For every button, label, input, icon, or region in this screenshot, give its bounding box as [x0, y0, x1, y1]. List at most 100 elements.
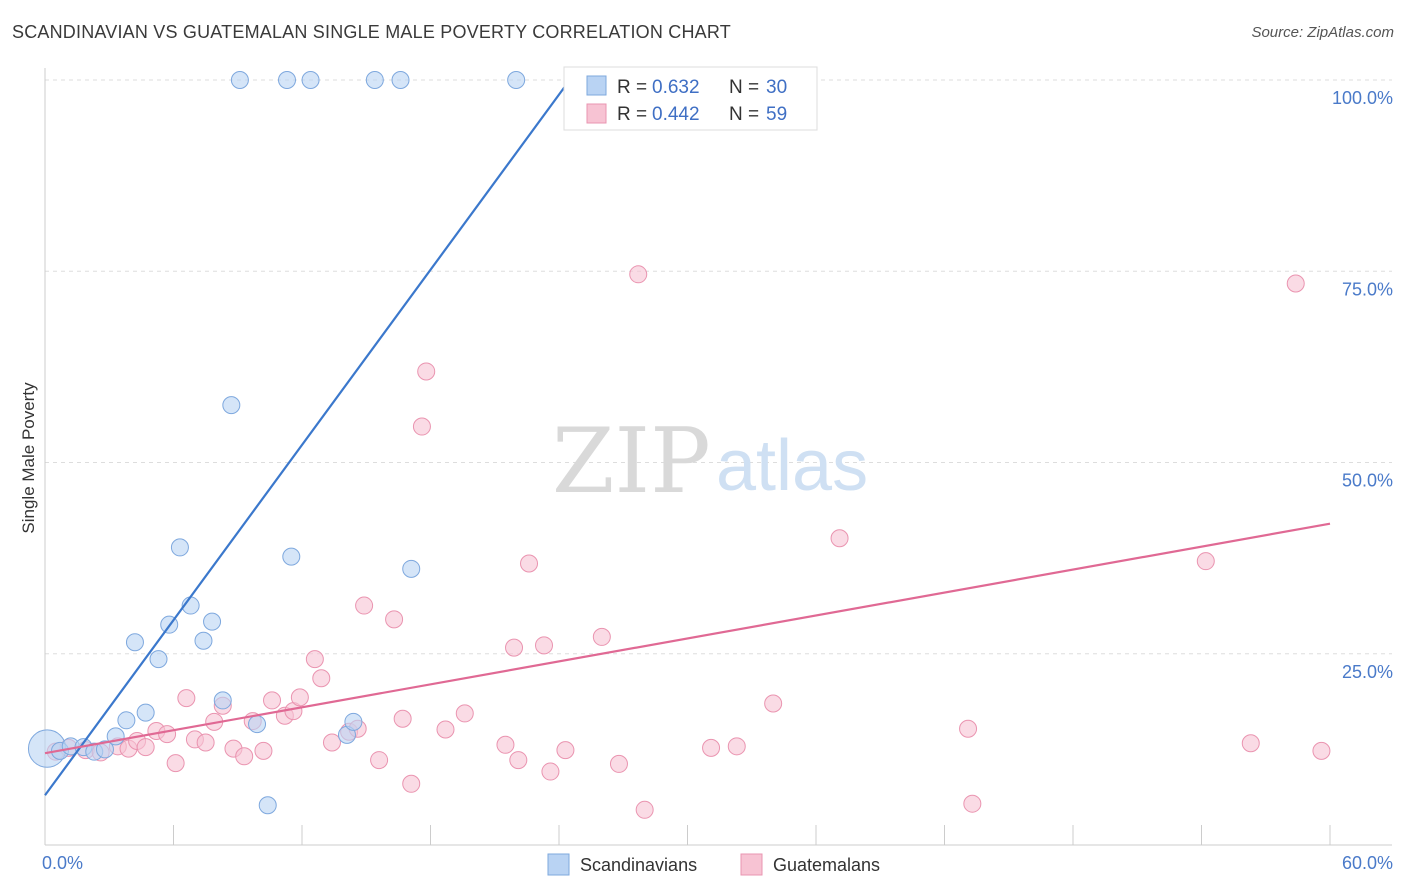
guatemalan-point-29 [355, 596, 374, 615]
guatemalan-point-38 [496, 735, 515, 754]
legend-swatch-scandinavians [586, 75, 607, 96]
axes [44, 68, 1392, 846]
legend-swatch-guatemalans [586, 103, 607, 124]
guatemalan-point-23 [290, 688, 309, 707]
y-axis-title: Single Male Poverty [19, 382, 38, 534]
scandinavian-point-9 [136, 703, 155, 722]
guatemalan-point-37 [455, 704, 474, 723]
guatemalan-point-52 [830, 529, 849, 548]
series-guatemalans-points [46, 265, 1331, 819]
guatemalan-point-25 [312, 669, 331, 688]
guatemalan-point-36 [436, 720, 455, 739]
legend-n-value-2: 59 [766, 104, 787, 125]
legend-n-value-1: 30 [766, 77, 787, 98]
scandinavian-point-26 [365, 71, 384, 89]
guatemalan-point-13 [196, 733, 215, 752]
scandinavian-point-16 [213, 691, 232, 710]
y-tick-label-50: 50.0% [1342, 471, 1393, 491]
trend-lines [44, 79, 1331, 796]
guatemalan-point-35 [417, 362, 436, 381]
guatemalan-point-26 [322, 733, 341, 752]
guatemalan-point-31 [385, 610, 404, 629]
scandinavian-point-5 [95, 740, 114, 759]
chart-title: SCANDINAVIAN VS GUATEMALAN SINGLE MALE P… [12, 22, 731, 42]
guatemalan-point-7 [136, 738, 155, 757]
scandinavian-point-20 [258, 796, 277, 815]
legend-n-label-2: N = [729, 104, 759, 125]
legend-r-value-2: 0.442 [652, 104, 700, 125]
guatemalan-point-47 [635, 800, 654, 819]
guatemalan-point-41 [520, 554, 539, 573]
scandinavian-point-29 [507, 71, 526, 89]
scandinavian-point-19 [248, 715, 267, 734]
scandinavian-point-23 [301, 71, 320, 89]
scandinavian-point-8 [125, 633, 144, 652]
guatemalan-point-19 [254, 741, 273, 760]
guatemalan-point-49 [702, 738, 721, 757]
scandinavian-point-27 [391, 71, 410, 89]
guatemalan-point-53 [959, 719, 978, 738]
scandinavian-point-14 [194, 631, 213, 650]
bottom-legend-swatch-guatemalans [740, 853, 763, 876]
guatemalan-point-42 [535, 636, 554, 655]
guatemalan-point-33 [402, 774, 421, 793]
scandinavian-point-22 [282, 547, 301, 566]
guatemalan-point-48 [629, 265, 648, 284]
guatemalan-point-30 [370, 751, 389, 770]
guatemalan-point-43 [541, 762, 560, 781]
guatemalan-point-54 [963, 794, 982, 813]
guatemalan-point-58 [1241, 734, 1260, 753]
guatemalan-point-57 [1312, 741, 1331, 760]
guatemalan-point-44 [556, 741, 575, 760]
guatemalan-point-24 [305, 650, 324, 669]
chart-source: Source: ZipAtlas.com [1251, 24, 1394, 41]
guatemalan-trend-line [44, 522, 1331, 755]
scandinavian-point-17 [222, 396, 241, 415]
guatemalan-point-17 [235, 747, 254, 766]
legend-n-label-1: N = [729, 77, 759, 98]
guatemalan-point-20 [263, 691, 282, 710]
scandinavian-point-7 [117, 711, 136, 730]
scandinavian-point-12 [170, 538, 189, 557]
scandinavian-point-21 [278, 71, 297, 89]
grid-lines [45, 79, 1392, 655]
legend-r-value-1: 0.632 [652, 77, 700, 98]
y-tick-label-75: 75.0% [1342, 279, 1393, 299]
series-legend: Scandinavians Guatemalans [547, 853, 880, 876]
guatemalan-point-11 [177, 689, 196, 708]
bottom-legend-label-guatemalans: Guatemalans [773, 855, 880, 875]
correlation-legend: R = 0.632 N = 30 R = 0.442 N = 59 [563, 66, 818, 131]
scandinavian-point-10 [149, 650, 168, 669]
y-tick-label-100: 100.0% [1332, 88, 1393, 108]
watermark-zip: ZIP [552, 409, 711, 514]
x-tick-labels: 0.0% 60.0% [42, 853, 1393, 873]
legend-r-label-1: R = [617, 77, 647, 98]
y-tick-labels: 25.0% 50.0% 75.0% 100.0% [1332, 88, 1393, 682]
guatemalan-point-39 [505, 638, 524, 657]
guatemalan-point-55 [1196, 552, 1215, 571]
x-tick-label-max: 60.0% [1342, 853, 1393, 873]
guatemalan-point-46 [609, 754, 628, 773]
guatemalan-point-50 [727, 737, 746, 756]
scandinavian-point-28 [402, 559, 421, 578]
watermark-atlas: atlas [716, 426, 868, 506]
bottom-legend-swatch-scandinavians [547, 853, 570, 876]
legend-r-label-2: R = [617, 104, 647, 125]
guatemalan-point-40 [509, 751, 528, 770]
guatemalan-point-51 [764, 694, 783, 713]
guatemalan-point-9 [158, 725, 177, 744]
guatemalan-point-56 [1286, 274, 1305, 293]
bottom-legend-label-scandinavians: Scandinavians [580, 855, 697, 875]
scandinavian-point-15 [203, 612, 222, 631]
watermark: ZIP atlas [552, 409, 868, 514]
y-tick-label-25: 25.0% [1342, 662, 1393, 682]
scandinavian-point-18 [230, 71, 249, 89]
scandinavian-point-25 [344, 712, 363, 731]
guatemalan-point-45 [592, 627, 611, 646]
guatemalan-point-32 [393, 709, 412, 728]
guatemalan-point-10 [166, 754, 185, 773]
x-tick-label-min: 0.0% [42, 853, 83, 873]
guatemalan-point-34 [412, 417, 431, 436]
scandinavian-trend-line [44, 79, 571, 796]
